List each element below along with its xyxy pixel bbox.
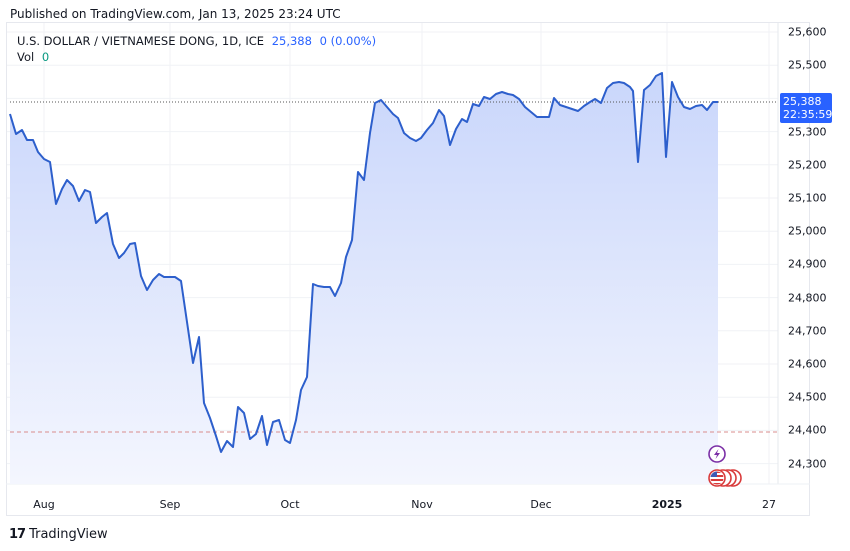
time-axis-tick: Sep	[159, 498, 181, 511]
price-change: 0 (0.00%)	[319, 34, 377, 48]
price-axis-tick: 25,100	[788, 191, 827, 205]
chart-frame	[6, 22, 810, 516]
us-flag-economic-events-icon[interactable]	[708, 469, 742, 487]
price-area-fill	[10, 73, 718, 484]
price-axis-tick: 24,500	[788, 390, 827, 404]
badge-price: 25,388	[783, 95, 822, 108]
symbol-title: U.S. DOLLAR / VIETNAMESE DONG, 1D, ICE	[17, 34, 265, 48]
price-axis-tick: 25,200	[788, 158, 827, 172]
price-axis-tick: 25,000	[788, 224, 827, 238]
time-axis-tick: Dec	[530, 498, 552, 511]
price-line	[9, 72, 718, 453]
price-axis-tick: 25,500	[788, 58, 827, 72]
tradingview-logo-icon: 17	[9, 527, 26, 542]
published-caption: Published on TradingView.com, Jan 13, 20…	[10, 7, 341, 21]
tradingview-branding[interactable]: 17 TradingView	[9, 527, 108, 542]
lightning-event-icon[interactable]	[708, 445, 726, 463]
volume-label: Vol	[17, 50, 35, 64]
price-axis-tick: 24,300	[788, 457, 827, 471]
time-axis-tick: 27	[762, 498, 776, 511]
time-axis-tick: Oct	[280, 498, 300, 511]
volume-value: 0	[41, 50, 50, 64]
price-axis-tick: 24,900	[788, 257, 827, 271]
time-axis-tick: 2025	[651, 498, 683, 511]
current-price-badge: 25,388 22:35:59	[780, 93, 832, 123]
brand-name: TradingView	[29, 527, 108, 542]
badge-countdown: 22:35:59	[783, 108, 833, 121]
price-axis-tick: 24,700	[788, 324, 827, 338]
price-axis-tick: 24,400	[788, 423, 827, 437]
time-axis-tick: Nov	[411, 498, 433, 511]
price-axis-tick: 24,600	[788, 357, 827, 371]
time-axis-tick: Aug	[33, 498, 55, 511]
price-axis-tick: 24,800	[788, 291, 827, 305]
last-price: 25,388	[271, 34, 312, 48]
price-axis-tick: 25,300	[788, 125, 827, 139]
chart-legend: U.S. DOLLAR / VIETNAMESE DONG, 1D, ICE 2…	[17, 33, 376, 65]
price-axis-tick: 25,600	[788, 25, 827, 39]
